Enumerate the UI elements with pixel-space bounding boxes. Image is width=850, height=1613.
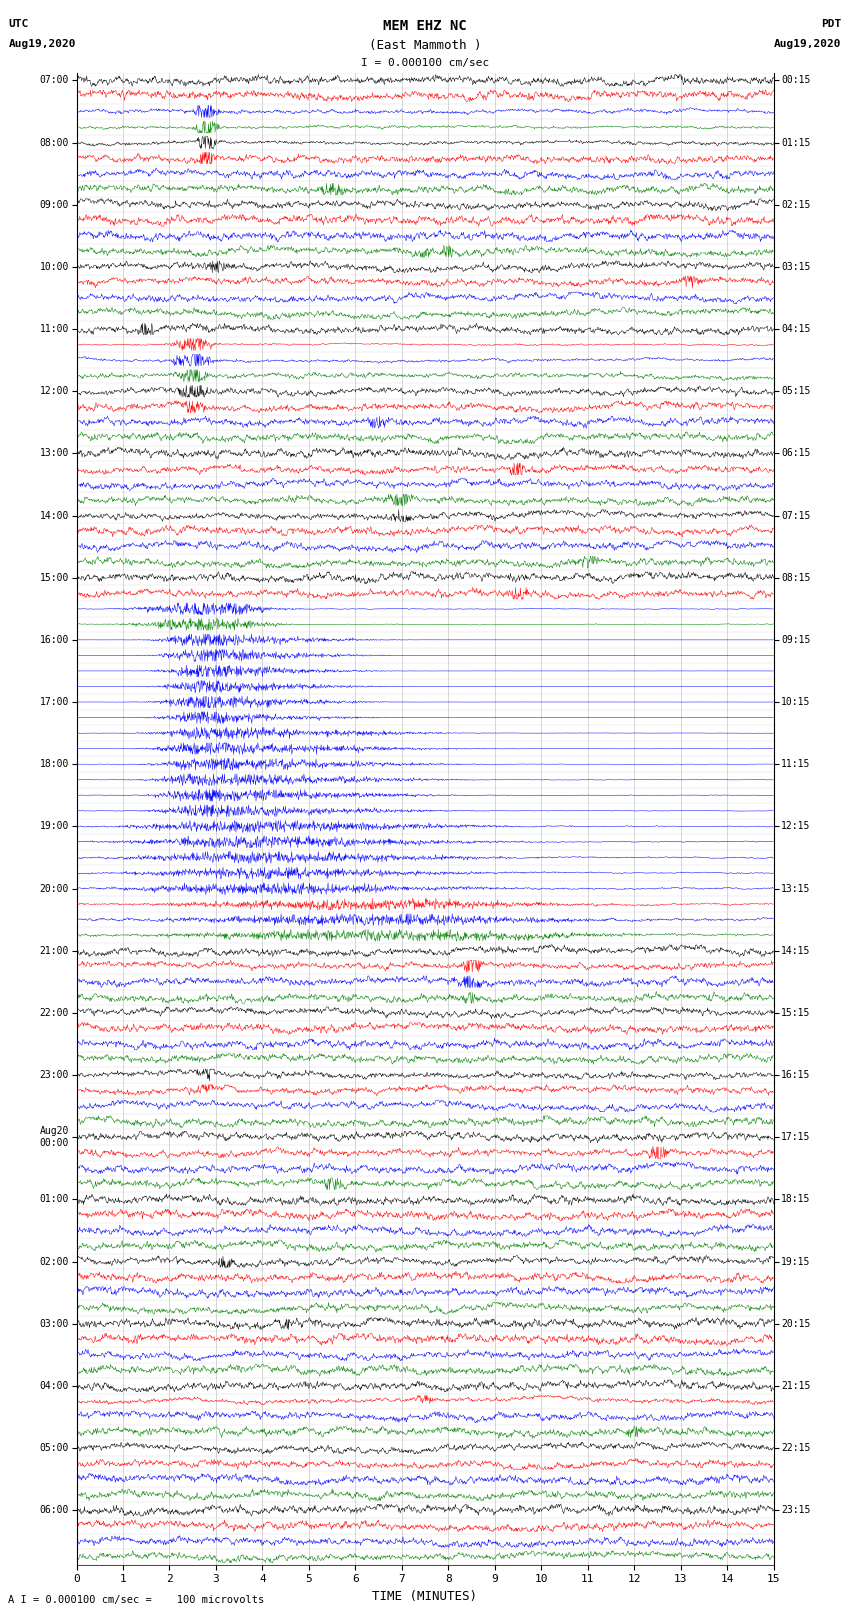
Text: Aug19,2020: Aug19,2020 xyxy=(8,39,76,48)
X-axis label: TIME (MINUTES): TIME (MINUTES) xyxy=(372,1590,478,1603)
Text: A I = 0.000100 cm/sec =    100 microvolts: A I = 0.000100 cm/sec = 100 microvolts xyxy=(8,1595,264,1605)
Text: I = 0.000100 cm/sec: I = 0.000100 cm/sec xyxy=(361,58,489,68)
Text: MEM EHZ NC: MEM EHZ NC xyxy=(383,19,467,34)
Text: UTC: UTC xyxy=(8,19,29,29)
Text: PDT: PDT xyxy=(821,19,842,29)
Text: Aug19,2020: Aug19,2020 xyxy=(774,39,842,48)
Text: (East Mammoth ): (East Mammoth ) xyxy=(369,39,481,52)
